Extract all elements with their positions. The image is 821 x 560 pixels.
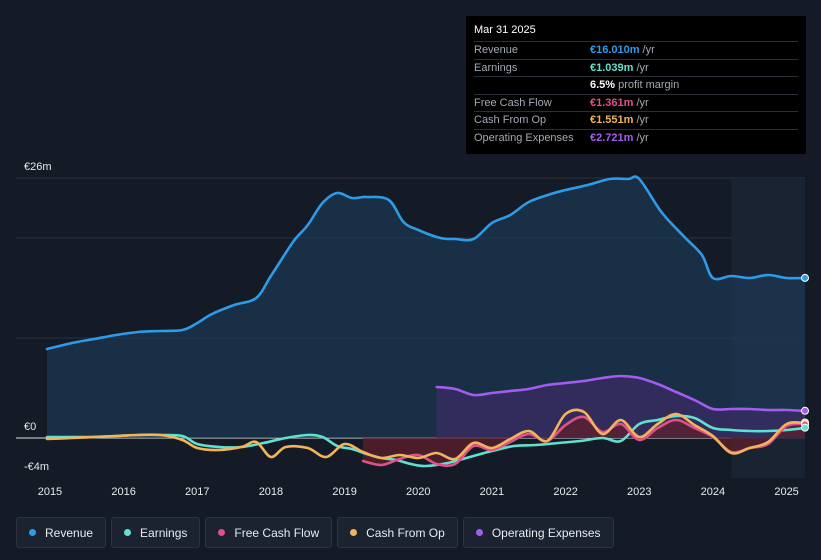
- x-tick-label: 2024: [701, 486, 725, 498]
- cash-from-op-dot-icon: [350, 529, 358, 536]
- x-tick-label: 2018: [259, 486, 283, 498]
- revenue-area: [47, 176, 805, 439]
- legend-item-operating-expenses[interactable]: Operating Expenses: [462, 517, 614, 548]
- tooltip-unit: /yr: [636, 114, 649, 127]
- end-markers: [801, 273, 809, 432]
- tooltip-label: Free Cash Flow: [474, 96, 552, 109]
- tooltip-value: €2.721m: [590, 131, 634, 144]
- legend-item-revenue[interactable]: Revenue: [16, 517, 107, 548]
- tooltip-unit: /yr: [642, 44, 655, 57]
- revenue-line: [45, 175, 807, 351]
- tooltip-unit: profit margin: [618, 79, 680, 92]
- tooltip-value: €1.361m: [590, 96, 634, 109]
- cash-from-op-line: [45, 408, 807, 461]
- x-tick-label: 2025: [774, 486, 798, 498]
- series-lines: [45, 175, 807, 468]
- free-cash-flow-dot-icon: [218, 529, 226, 536]
- y-label-bottom: -€4m: [24, 461, 49, 473]
- operating-expenses-area: [436, 376, 805, 438]
- legend-label: Cash From Op: [366, 525, 445, 540]
- x-tick-label: 2023: [627, 486, 651, 498]
- tooltip-value: €16.010m: [590, 44, 640, 57]
- tooltip-row-earnings: Earnings €1.039m /yr: [474, 58, 798, 77]
- tooltip-unit: /yr: [636, 96, 649, 109]
- tooltip-label: Revenue: [474, 44, 519, 57]
- legend: Revenue Earnings Free Cash Flow Cash Fro…: [16, 517, 614, 548]
- x-axis-ticks: 2015 2016 2017 2018 2019 2020 2021 2022 2023 2024…: [38, 486, 799, 498]
- x-tick-label: 2021: [480, 486, 504, 498]
- tooltip-row-revenue: Revenue €16.010m /yr: [474, 41, 798, 59]
- tooltip-value: €1.039m: [590, 61, 634, 74]
- x-tick-label: 2022: [553, 486, 577, 498]
- y-label-zero: €0: [24, 421, 36, 433]
- tooltip-label: Operating Expenses: [474, 131, 574, 144]
- y-label-top: €26m: [24, 161, 52, 173]
- tooltip-unit: /yr: [636, 61, 649, 74]
- tooltip-value: €1.551m: [590, 114, 634, 127]
- legend-item-cash-from-op[interactable]: Cash From Op: [337, 517, 458, 548]
- earnings-end-marker: [801, 423, 809, 432]
- operating-expenses-dot-icon: [475, 529, 483, 536]
- x-tick-label: 2020: [406, 486, 430, 498]
- legend-label: Revenue: [45, 525, 94, 540]
- revenue-dot-icon: [29, 529, 36, 536]
- x-tick-label: 2016: [111, 486, 135, 498]
- tooltip-unit: /yr: [636, 131, 649, 144]
- tooltip-row-cash-from-op: Cash From Op €1.551m /yr: [474, 111, 798, 129]
- tooltip: Mar 31 2025 Revenue €16.010m /yr Earning…: [466, 16, 806, 154]
- tooltip-value: 6.5%: [590, 79, 616, 92]
- legend-label: Earnings: [140, 525, 188, 540]
- tooltip-row-free-cash-flow: Free Cash Flow €1.361m /yr: [474, 93, 798, 112]
- operating-expenses-end-marker: [801, 406, 809, 415]
- legend-label: Free Cash Flow: [234, 525, 320, 540]
- tooltip-row-profit-margin: 6.5% profit margin: [474, 76, 798, 94]
- tooltip-row-operating-expenses: Operating Expenses €2.721m /yr: [474, 128, 798, 147]
- earnings-dot-icon: [124, 529, 132, 536]
- tooltip-label: Cash From Op: [474, 114, 547, 127]
- legend-item-earnings[interactable]: Earnings: [111, 517, 201, 548]
- legend-label: Operating Expenses: [491, 525, 601, 540]
- x-tick-label: 2019: [332, 486, 356, 498]
- revenue-end-marker: [801, 273, 809, 282]
- tooltip-label: Earnings: [474, 61, 518, 74]
- tooltip-date: Mar 31 2025: [474, 24, 536, 36]
- operating-expenses-line: [435, 374, 807, 413]
- x-tick-label: 2017: [185, 486, 209, 498]
- earnings-line: [45, 414, 807, 468]
- x-tick-label: 2015: [38, 486, 62, 498]
- legend-item-free-cash-flow[interactable]: Free Cash Flow: [205, 517, 333, 548]
